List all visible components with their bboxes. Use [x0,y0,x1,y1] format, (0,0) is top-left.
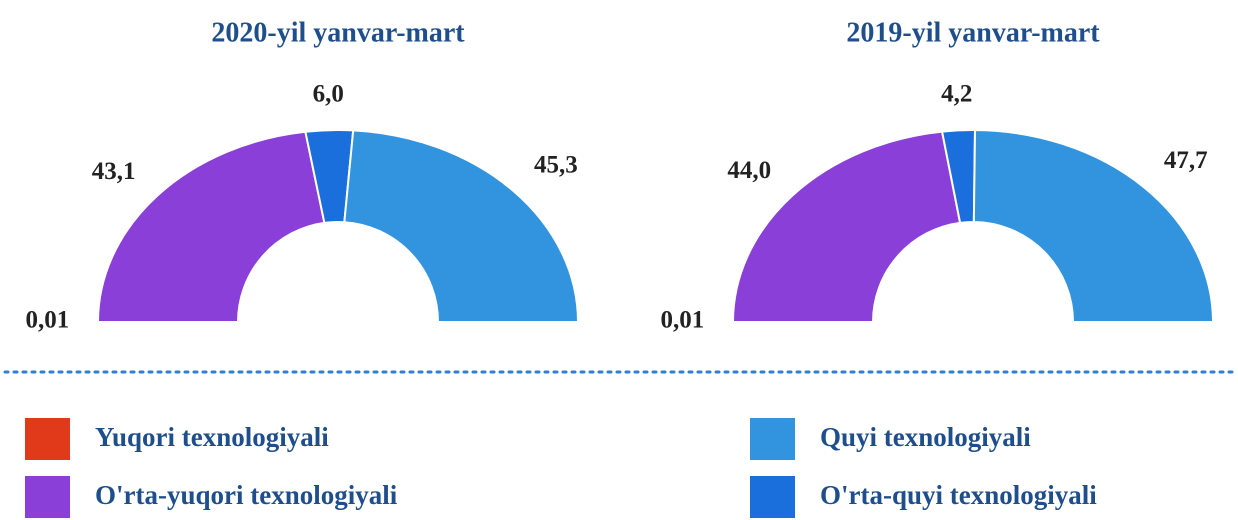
slice [972,128,1215,323]
value-label: 43,1 [92,158,136,185]
legend-label: O'rta-quyi texnologiyali [820,480,1097,510]
value-label: 45,3 [534,152,578,179]
value-label: 4,2 [941,81,972,108]
chart-title: 2019-yil yanvar-mart [846,17,1100,48]
value-label: 0,01 [25,307,69,334]
legend-swatch [25,476,70,518]
legend-label: O'rta-yuqori texnologiyali [95,480,398,510]
chart-title: 2020-yil yanvar-mart [211,17,465,48]
value-label: 6,0 [313,80,344,107]
value-label: 47,7 [1164,147,1208,174]
legend-swatch [25,418,70,460]
slice [343,129,580,323]
legend-label: Quyi texnologiyali [820,422,1031,452]
slice [731,130,962,323]
value-label: 44,0 [727,157,771,184]
legend-swatch [750,418,795,460]
legend-label: Yuqori texnologiyali [95,422,329,452]
legend-swatch [750,476,795,518]
slice [96,130,326,323]
value-label: 0,01 [660,307,704,334]
